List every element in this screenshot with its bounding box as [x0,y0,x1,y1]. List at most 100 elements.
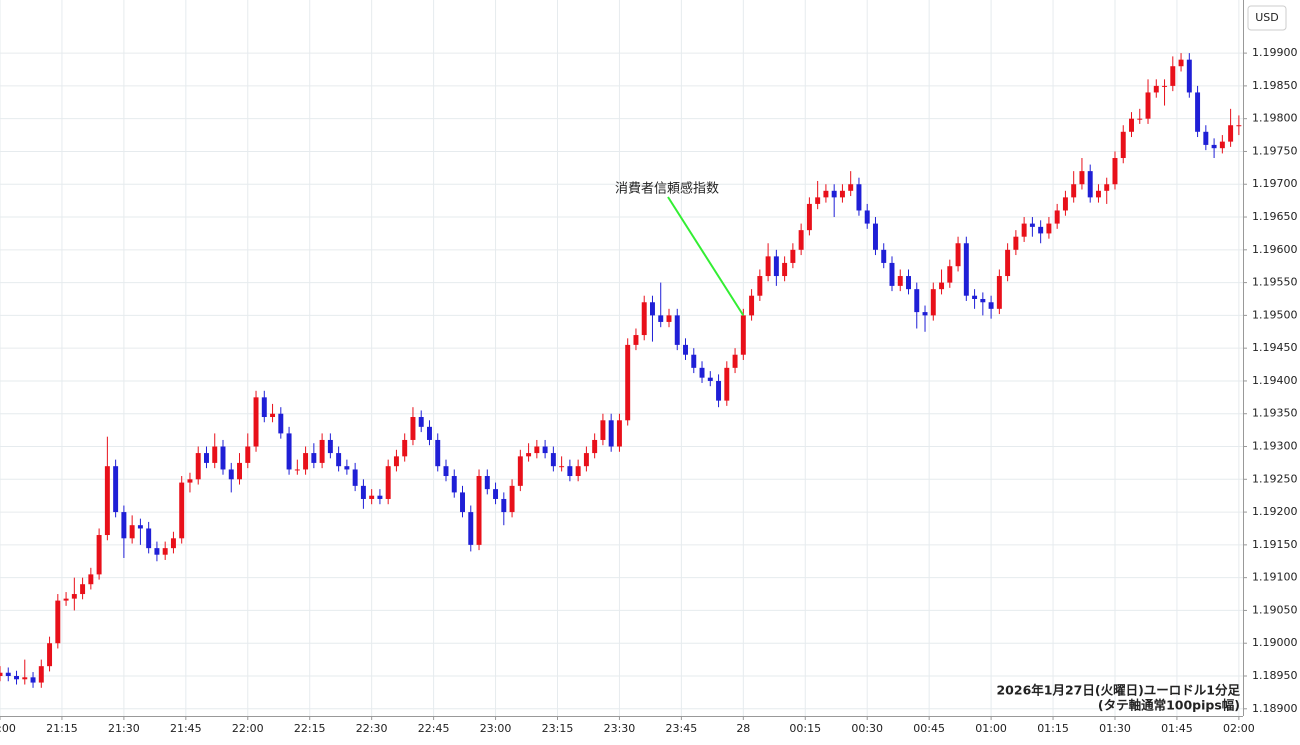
candle-body [261,397,267,418]
x-tick-label: 00:15 [789,722,821,735]
candle-body [30,677,36,683]
x-tick-label: 22:15 [294,722,326,735]
candle-body [418,417,424,427]
y-tick-label: 1.19150 [1252,538,1298,551]
candle-body [402,439,408,457]
candle-body [435,439,441,467]
candle-body [749,295,755,316]
candle-body [534,446,540,454]
candle-body [798,230,804,250]
candle-body [583,453,589,467]
candle-body [0,672,3,677]
x-tick-label: 22:30 [356,722,388,735]
candle-body [575,466,581,477]
candle-body [170,538,176,549]
y-tick-label: 1.19850 [1252,79,1298,92]
candle-body [724,367,730,401]
y-tick-label: 1.19900 [1252,46,1298,59]
y-tick-label: 1.18900 [1252,702,1298,715]
y-tick-label: 1.19250 [1252,472,1298,485]
candle-body [113,466,119,513]
candle-body [1153,85,1159,93]
candle-body [319,439,325,463]
candle-body [1054,210,1060,224]
candle-body [1162,85,1168,87]
candle-body [162,548,168,555]
candle-body [14,676,19,680]
candle-body [1137,118,1143,120]
candle-body [897,276,903,286]
candle-body [691,354,697,368]
x-tick-label: 22:00 [232,722,264,735]
candle-body [509,485,515,513]
candle-body [790,249,796,263]
x-tick-label: 28 [736,722,750,735]
candle-body [1186,59,1192,93]
candle-body [683,344,688,355]
candle-body [839,190,845,198]
candle-body [567,466,573,477]
candle-body [460,492,465,513]
candle-body [872,223,878,250]
currency-box [1247,5,1287,31]
candle-body [1203,131,1209,145]
candle-body [1046,223,1052,234]
candle-body [922,312,928,316]
candle-body [1228,125,1234,142]
candle-body [1013,236,1019,250]
candle-body [1112,158,1118,185]
candle-body [22,677,28,680]
candle-body [1219,141,1225,149]
candle-body [311,453,317,463]
candle-body [980,298,986,303]
candle-body [550,453,556,467]
candle-body [484,476,490,490]
candle-body [360,485,366,499]
candles [0,53,1242,688]
candle-body [104,466,110,536]
candle-body [939,282,945,290]
candle-body [71,594,77,599]
x-tick-label: 23:15 [542,722,574,735]
candle-body [426,426,432,440]
x-tick-label: 02:00 [1223,722,1255,735]
x-tick-label: 00:30 [851,722,883,735]
candle-body [963,243,969,296]
candle-body [96,535,102,575]
x-tick-label: 21:45 [170,722,202,735]
candle-body [63,598,69,601]
candle-body [608,420,614,447]
candle-body [195,453,201,480]
footnote: 2026年1月27日(火曜日)ユーロドル1分足 [996,683,1240,698]
candle-body [493,489,499,499]
candle-body [881,249,887,263]
candle-body [757,276,763,296]
candle-body [947,266,953,283]
y-tick-label: 1.19000 [1252,636,1298,649]
y-tick-label: 1.19500 [1252,308,1298,321]
candle-body [270,413,276,418]
candle-body [80,584,86,595]
candle-body [1211,144,1217,149]
candle-body [146,528,152,549]
x-tick-label: 01:15 [1037,722,1069,735]
candle-body [848,184,854,191]
candle-body [443,466,449,477]
currency-label: USD [1255,11,1279,24]
candle-body [327,439,333,454]
candle-body [996,276,1002,309]
candle-body [294,469,300,471]
candle-body [716,380,722,401]
candle-body [303,453,309,470]
axes: 1.18900 1.18950 1.19000 1.19050 1.19100 1.191… [0,46,1298,735]
footnote: (タテ軸通常100pips幅) [1098,698,1240,713]
x-tick-label: 01:00 [975,722,1007,735]
y-tick-label: 1.19550 [1252,276,1298,289]
candle-body [88,574,94,585]
candle-body [1021,223,1027,237]
candle-body [1079,171,1085,185]
y-tick-label: 1.19050 [1252,603,1298,616]
candle-body [352,469,358,486]
